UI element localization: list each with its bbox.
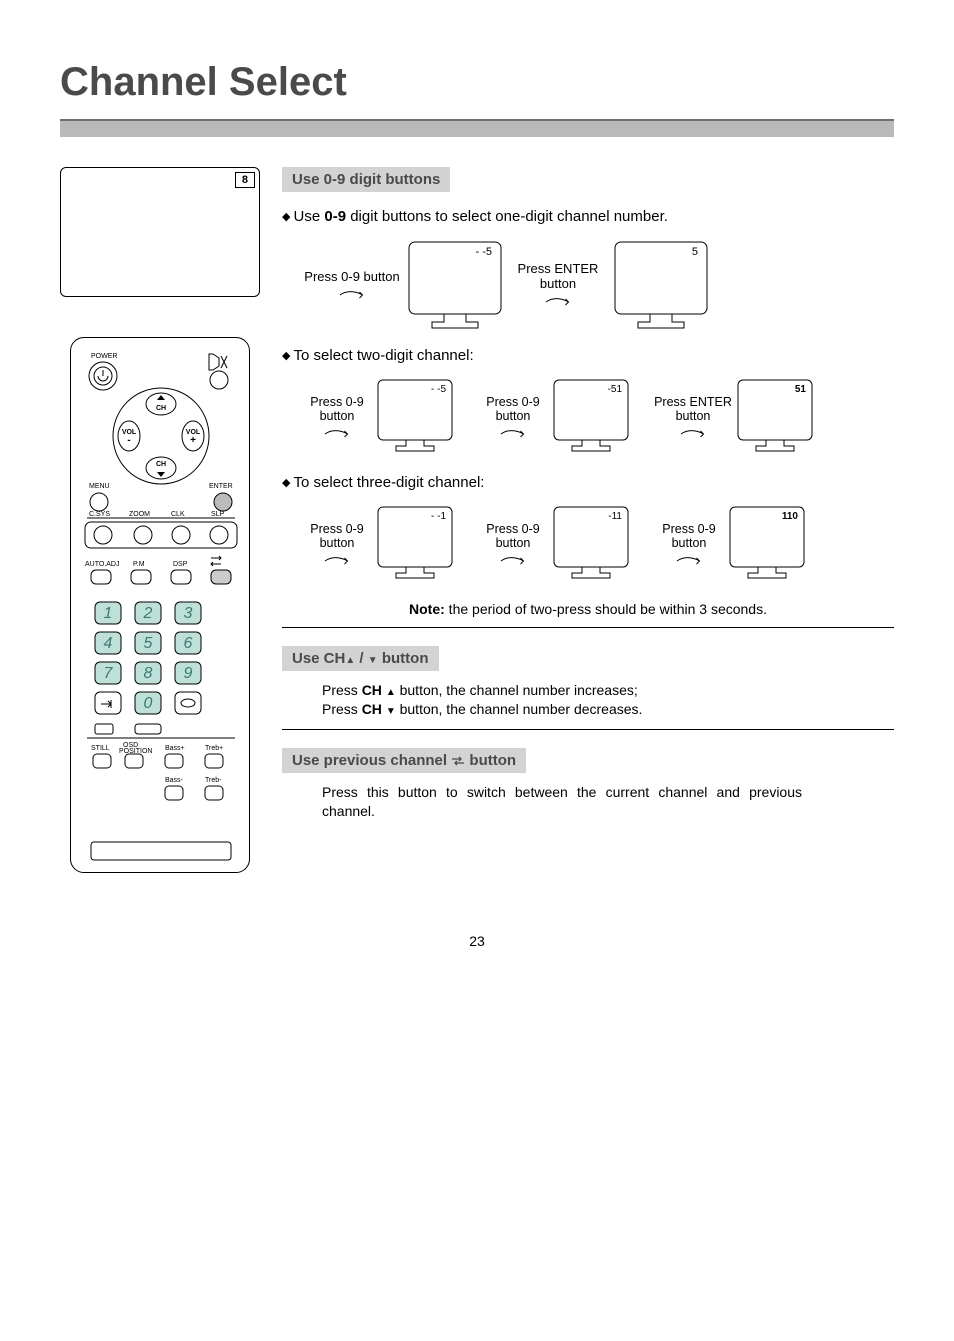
- tv-screen-box: 8: [60, 167, 260, 297]
- triangle-up-icon: [157, 395, 165, 400]
- svg-text:4: 4: [104, 635, 113, 652]
- section-heading-digits: Use 0-9 digit buttons: [282, 167, 450, 192]
- svg-text:8: 8: [144, 665, 153, 682]
- svg-text:51: 51: [795, 384, 807, 395]
- svg-text:9: 9: [184, 665, 193, 682]
- svg-text:CH: CH: [156, 461, 166, 468]
- page-number: 23: [60, 933, 894, 949]
- svg-text:+: +: [190, 435, 196, 446]
- prev-text: Press this button to switch between the …: [322, 783, 802, 821]
- svg-text:AUTO.ADJ: AUTO.ADJ: [85, 561, 120, 568]
- svg-text:Bass-: Bass-: [165, 777, 184, 784]
- swap-icon: [211, 556, 221, 566]
- triangle-down-icon: [157, 472, 165, 477]
- prev-channel-button[interactable]: [211, 570, 231, 584]
- section-heading-ch: Use CH▲ / ▼ button: [282, 646, 439, 671]
- svg-text:P.M: P.M: [133, 561, 145, 568]
- mute-icon: [209, 354, 227, 370]
- svg-text:CH: CH: [156, 405, 166, 412]
- title-bar: [60, 119, 894, 137]
- bullet-three-digit: To select three-digit channel:: [282, 474, 894, 491]
- menu-button[interactable]: [90, 493, 108, 511]
- svg-text:Bass+: Bass+: [165, 745, 185, 752]
- separator: [282, 627, 894, 628]
- svg-text:CLK: CLK: [171, 511, 185, 518]
- page-title: Channel Select: [60, 60, 894, 105]
- svg-text:7: 7: [104, 665, 114, 682]
- svg-text:-51: -51: [608, 384, 623, 395]
- ch-text: Press CH ▲ button, the channel number in…: [322, 681, 894, 719]
- svg-text:6: 6: [184, 635, 193, 652]
- flow-two-digit: Press 0-9 button - -5 Press 0-9 button -…: [302, 378, 894, 458]
- svg-text:DSP: DSP: [173, 561, 188, 568]
- tv-tab-number: 8: [235, 172, 255, 188]
- svg-text:1: 1: [104, 605, 113, 622]
- number-pad: 1 2 3 4 5 6 7 8 9 0: [95, 602, 201, 714]
- flow-three-digit: Press 0-9 button - -1 Press 0-9 button -…: [302, 505, 894, 585]
- power-label: POWER: [91, 353, 117, 360]
- svg-text:5: 5: [692, 246, 698, 258]
- section-heading-prev: Use previous channel button: [282, 748, 526, 773]
- svg-text:ENTER: ENTER: [209, 483, 233, 490]
- svg-text:Treb-: Treb-: [205, 777, 222, 784]
- svg-text:- -5: - -5: [476, 246, 493, 258]
- power-icon: [98, 370, 108, 381]
- svg-text:- -5: - -5: [431, 384, 446, 395]
- svg-text:STILL: STILL: [91, 745, 110, 752]
- svg-text:-: -: [127, 435, 130, 446]
- svg-text:-11: -11: [608, 511, 622, 522]
- svg-text:MENU: MENU: [89, 483, 110, 490]
- remote-control: POWER CH: [70, 337, 250, 873]
- svg-text:C.SYS: C.SYS: [89, 511, 110, 518]
- svg-text:0: 0: [144, 695, 153, 712]
- svg-text:- -1: - -1: [431, 511, 446, 522]
- svg-text:Treb+: Treb+: [205, 745, 223, 752]
- svg-text:ZOOM: ZOOM: [129, 511, 150, 518]
- svg-text:2: 2: [143, 605, 153, 622]
- svg-text:3: 3: [184, 605, 193, 622]
- flow-one-digit: Press 0-9 button - -5 Press ENTER button…: [302, 239, 894, 331]
- note-text: Note: the period of two-press should be …: [282, 601, 894, 617]
- separator: [282, 729, 894, 730]
- swap-icon: [451, 756, 465, 766]
- svg-text:110: 110: [782, 511, 799, 522]
- svg-text:5: 5: [144, 635, 153, 652]
- bullet-two-digit: To select two-digit channel:: [282, 347, 894, 364]
- bullet-one-digit: Use 0-9 digit buttons to select one-digi…: [282, 208, 894, 225]
- svg-text:SLP: SLP: [211, 511, 225, 518]
- enter-button[interactable]: [214, 493, 232, 511]
